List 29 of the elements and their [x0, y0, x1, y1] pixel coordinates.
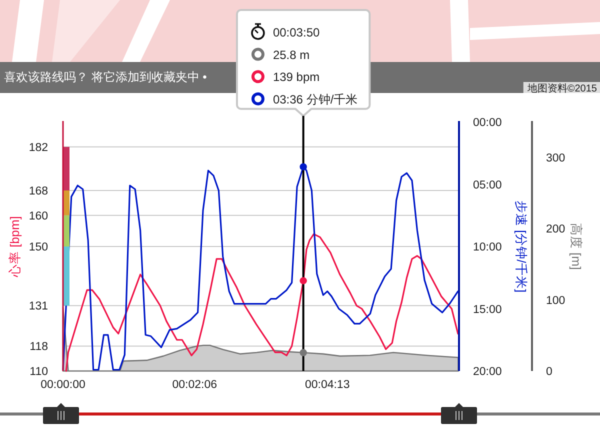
y-tick-label: 150: [28, 242, 48, 254]
y3-tick-label: 100: [546, 294, 566, 307]
y-tick-label: 160: [28, 210, 48, 222]
x-tick-label: 00:00:00: [40, 379, 86, 391]
x-tick-label: 00:04:13: [304, 379, 350, 391]
y-axis-title: 心率 [bpm]: [7, 216, 22, 278]
y2-tick-label: 15:00: [473, 304, 502, 316]
y3-tick-label: 200: [546, 224, 566, 236]
y2-tick-label: 05:00: [473, 179, 502, 192]
text: 喜欢该路线吗？ 将它添加到收藏夹中 •: [4, 70, 207, 84]
x-tick-label: 00:02:06: [172, 379, 218, 391]
text: 地图资料©2015: [526, 82, 598, 94]
y2-tick-label: 00:00: [473, 117, 502, 129]
y-tick-label: 110: [30, 366, 48, 378]
text: 25.8 m: [272, 48, 310, 62]
y-tick-label: 118: [30, 341, 48, 354]
y3-tick-label: 300: [546, 152, 566, 165]
y-tick-label: 131: [28, 300, 48, 313]
y2-axis-title: 步速 [分钟/千米]: [514, 200, 528, 292]
text: 139 bpm: [272, 70, 320, 84]
y3-tick-label: 0: [546, 366, 552, 378]
text: 00:03:50: [272, 26, 320, 40]
y3-axis-title: 高度 [m]: [569, 223, 584, 270]
y-tick-label: 168: [28, 185, 48, 198]
y2-tick-label: 10:00: [473, 242, 502, 254]
text: 03:36 分钟/千米: [272, 92, 358, 106]
y-tick-label: 182: [28, 142, 48, 154]
y2-tick-label: 20:00: [473, 366, 502, 378]
line-series: [65, 233, 459, 372]
